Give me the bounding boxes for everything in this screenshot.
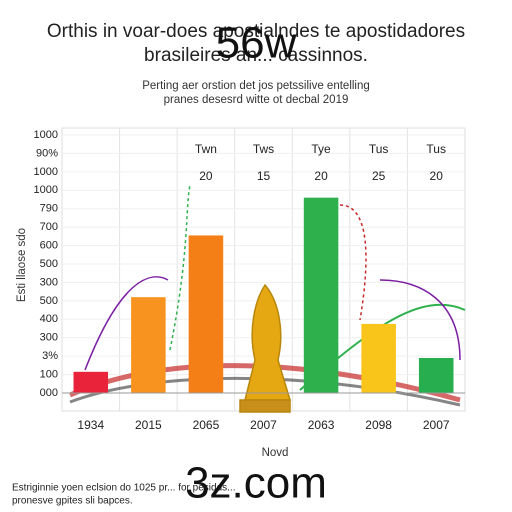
bar [188, 235, 224, 393]
y-tick-label: 1000 [34, 184, 58, 196]
column-header: Tus [426, 142, 446, 156]
y-axis-label: Esti llaose sdo [16, 228, 28, 302]
column-header: Tws [253, 142, 274, 156]
x-axis-label: Novd [262, 447, 289, 459]
column-value: 25 [372, 169, 386, 183]
y-tick-label: 500 [40, 295, 58, 307]
x-tick-label: 2063 [308, 418, 335, 432]
x-tick-label: 2098 [365, 418, 392, 432]
y-tick-label: 000 [40, 387, 58, 399]
bar [303, 197, 339, 393]
footnote: pronesve gpites sli bapces. [12, 496, 133, 507]
y-tick-label: 500 [40, 258, 58, 270]
y-tick-label: 1000 [34, 129, 58, 141]
x-tick-label: 2065 [193, 418, 220, 432]
column-header: Tus [369, 142, 389, 156]
column-header: Tye [311, 142, 331, 156]
y-tick-label: 1000 [34, 166, 58, 178]
x-tick-label: 1934 [77, 418, 104, 432]
footnote: Estriginnie yoen eclsion do 1025 pr... f… [12, 483, 235, 494]
watermark: 3z.com [185, 459, 327, 508]
chart-title: Orthis in voar-does apostialndes te apos… [47, 21, 465, 42]
column-value: 20 [314, 169, 328, 183]
y-tick-label: 90% [36, 147, 58, 159]
y-tick-label: 600 [40, 239, 58, 251]
bar [131, 297, 166, 393]
bar [418, 357, 454, 393]
y-tick-label: 700 [40, 221, 58, 233]
x-tick-label: 2007 [250, 418, 277, 432]
bar [361, 323, 396, 393]
subtitle: Perting aer orstion det jos petssilive e… [142, 80, 370, 92]
bar [73, 371, 109, 393]
chart-title: brasileires an... cassinnos. [144, 45, 368, 66]
y-tick-label: 3% [42, 350, 58, 362]
column-value: 20 [430, 169, 444, 183]
x-tick-label: 2007 [423, 418, 450, 432]
subtitle: pranes desesrd witte ot decbal 2019 [164, 94, 349, 106]
y-tick-label: 790 [40, 203, 58, 215]
column-value: 20 [199, 169, 213, 183]
decorations [68, 184, 466, 413]
y-tick-label: 100 [40, 368, 58, 380]
y-tick-label: 400 [40, 313, 58, 325]
y-tick-label: 300 [40, 276, 58, 288]
watermark: 56w [216, 19, 297, 68]
column-value: 15 [257, 169, 271, 183]
column-header: Twn [195, 142, 217, 156]
y-tick-label: 300 [40, 332, 58, 344]
x-tick-label: 2015 [135, 418, 162, 432]
